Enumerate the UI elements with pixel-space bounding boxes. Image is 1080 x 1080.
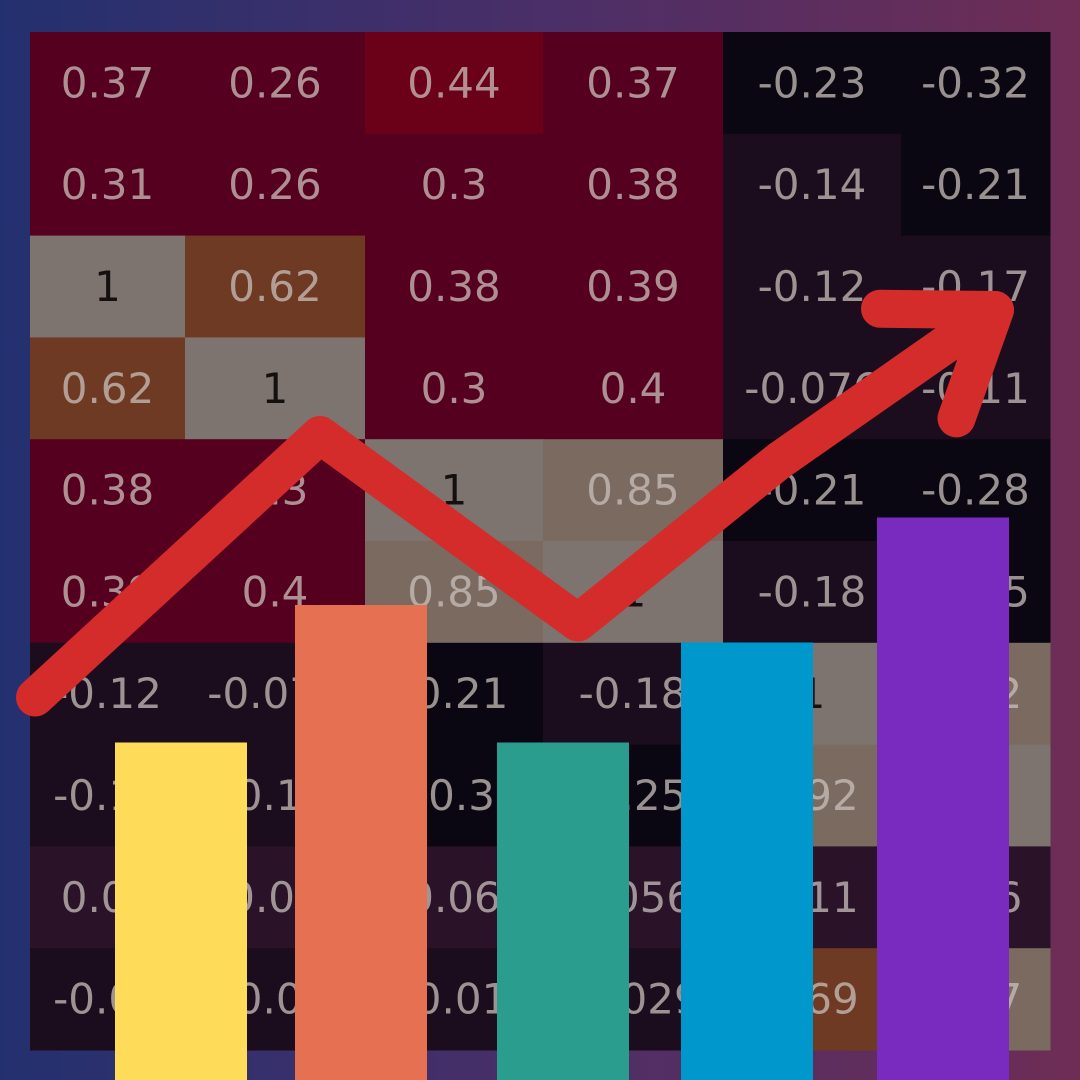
heatmap-cell [185,235,366,338]
heatmap-cell-label: -0.28 [921,466,1030,515]
heatmap-cell [901,32,1051,135]
heatmap-cell [185,32,366,135]
heatmap-cell-label: 0.38 [407,262,501,311]
heatmap-cell-label: 0.26 [228,58,322,107]
trend-line-arrow-icon [16,289,1014,717]
heatmap-cell [185,337,366,440]
heatmap-cell-label: 0.3 [421,364,488,413]
heatmap-cell-label: 0.37 [61,58,155,107]
heatmap-cell-label: 0.26 [228,160,322,209]
heatmap-cell-label: -0.21 [921,160,1030,209]
bar-2 [295,605,427,1080]
heatmap-cell [543,32,724,135]
bar-3 [497,742,629,1080]
heatmap-cell [365,32,544,135]
heatmap-cell-label: -0.18 [758,567,867,616]
heatmap-cell-label: -0.23 [758,58,867,107]
bar-4 [681,642,813,1080]
heatmap-cell [901,133,1051,237]
heatmap-cell [543,133,724,237]
heatmap-cell-label: 0.37 [586,58,680,107]
heatmap-cell-label: 0.39 [586,262,680,311]
heatmap-cell-label: 1 [94,262,121,311]
heatmap-cell-label: -0.32 [921,58,1030,107]
heatmap-cell-label: 0.4 [600,364,667,413]
heatmap-cell-label: 0.38 [586,160,680,209]
heatmap-cell-label: -0.14 [758,160,867,209]
heatmap-cell-label: 0.44 [407,58,501,107]
heatmap-cell-label: 0.38 [61,466,155,515]
heatmap-cell-label: 0.31 [61,160,155,209]
arrow-head-icon [861,289,1014,438]
heatmap-cell [30,235,186,338]
heatmap-cell [30,32,186,135]
heatmap-cell [543,235,724,338]
bar-5 [877,517,1009,1080]
heatmap-cell [365,133,544,237]
heatmap-cell-label: 0.3 [421,160,488,209]
heatmap-cell [365,235,544,338]
bar-1 [115,742,247,1080]
heatmap-cell-label: 0.62 [61,364,155,413]
heatmap-cell [723,133,902,237]
heatmap-cell [30,439,186,542]
heatmap-cell-label: -0.18 [579,669,688,718]
bar-series [115,517,1009,1080]
heatmap-cell-label: 1 [262,364,289,413]
heatmap-cell [185,133,366,237]
heatmap-cell [30,133,186,237]
trend-line [16,291,1014,717]
heatmap-cell [30,337,186,440]
heatmap-cell [543,337,724,440]
heatmap-cell [723,32,902,135]
heatmap-cell [365,337,544,440]
heatmap-cell-label: -0.12 [758,262,867,311]
heatmap-cell-label: 0.62 [228,262,322,311]
heatmap-cell-label: 0.85 [586,466,680,515]
heatmap-cell [723,541,902,644]
